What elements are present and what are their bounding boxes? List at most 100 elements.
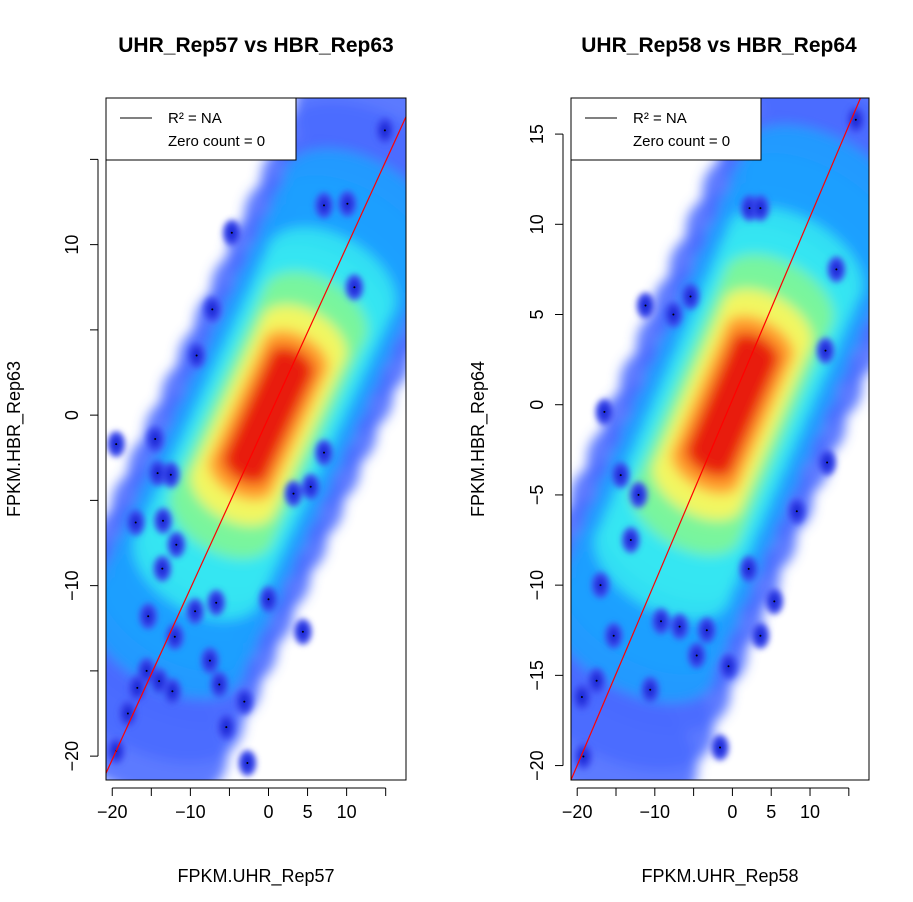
data-point [612,634,615,637]
data-point [115,443,118,446]
data-point [759,634,762,637]
data-point [672,313,675,316]
x-tick-label: −10 [175,802,206,822]
y-tick-label: 5 [527,309,547,319]
data-point [145,669,148,672]
data-point [323,451,325,454]
data-point [136,686,139,689]
data-point [826,461,829,464]
y-tick-label: 0 [62,410,82,420]
y-tick-label: −15 [527,660,547,691]
x-tick-label: −20 [562,802,593,822]
data-point [773,600,776,603]
x-tick-label: 0 [263,802,273,822]
x-axis: −20 −10 0 5 10 [97,787,387,822]
density-blob [732,332,780,369]
y-axis: −20 −10 0 10 [62,158,99,772]
data-point [599,584,602,587]
legend-box [105,97,297,161]
legend-entry-r2: R² = NA [633,110,687,127]
panel-1: UHR_Rep57 vs HBR_Rep63 R² = NA Zero coun… [4,34,407,887]
density-layer [571,98,869,780]
fit-line [105,116,407,774]
data-point [580,696,583,698]
y-tick-label: −20 [527,750,547,781]
data-point [171,690,174,693]
data-point [134,521,137,524]
data-point [169,473,172,476]
data-point [230,231,233,234]
legend: R² = NA Zero count = 0 [570,97,762,161]
data-point [854,118,857,121]
y-tick-label: −20 [62,741,82,772]
data-point [211,308,214,311]
data-point [154,438,157,440]
data-point [727,665,730,668]
data-point [629,539,632,541]
x-axis-label: FPKM.UHR_Rep58 [641,866,798,887]
data-point [678,625,681,628]
data-point [637,493,640,496]
data-point [147,615,150,618]
fit-line [570,97,862,781]
density-layer [106,98,406,780]
data-point [747,567,750,570]
data-point [173,635,176,638]
data-point [649,688,652,691]
data-point [156,472,159,475]
data-point [353,286,356,289]
data-point [660,620,662,623]
x-tick-label: 10 [337,802,357,822]
data-point [759,207,762,210]
data-point [383,129,386,132]
data-point [346,202,349,205]
data-point [194,610,197,613]
y-axis-label: FPKM.HBR_Rep64 [468,361,489,517]
data-point [126,712,129,715]
data-point [218,683,221,686]
x-axis-label: FPKM.UHR_Rep57 [177,866,334,887]
density-blob [269,346,315,382]
x-tick-label: 0 [727,802,737,822]
data-point [705,629,708,632]
data-point [301,630,304,633]
x-axis: −20 −10 0 5 10 [562,787,850,822]
data-point [175,543,178,546]
y-tick-label: 0 [527,400,547,410]
x-tick-label: 5 [766,802,776,822]
x-tick-label: 10 [800,802,820,822]
data-point [619,474,622,477]
data-point [215,601,218,604]
data-point [695,654,698,657]
y-tick-label: −5 [527,485,547,506]
data-point [161,567,164,570]
legend-entry-r2: R² = NA [168,110,222,127]
x-tick-label: 5 [303,802,313,822]
data-point [595,679,598,682]
data-point [208,659,211,662]
data-point [158,680,161,683]
y-axis: −20 −15 −10 −5 0 5 10 15 [527,124,564,781]
legend-box [570,97,762,161]
legend: R² = NA Zero count = 0 [105,97,297,161]
x-tick-label: −20 [97,802,128,822]
data-point [748,207,751,210]
data-point [292,492,295,495]
data-point [225,726,228,729]
data-point [689,295,692,298]
data-point [267,598,270,601]
y-tick-label: −10 [62,570,82,601]
chart-title: UHR_Rep58 vs HBR_Rep64 [581,34,857,57]
data-point [243,700,246,703]
data-point [246,762,249,764]
chart-title: UHR_Rep57 vs HBR_Rep63 [118,34,393,57]
y-tick-label: −10 [527,570,547,601]
data-point [835,268,838,271]
y-tick-label: 15 [527,124,547,144]
density-cloud [106,98,406,780]
data-point [719,746,721,749]
x-tick-label: −10 [640,802,671,822]
legend-entry-zero-count: Zero count = 0 [168,133,265,150]
data-point [162,519,164,522]
